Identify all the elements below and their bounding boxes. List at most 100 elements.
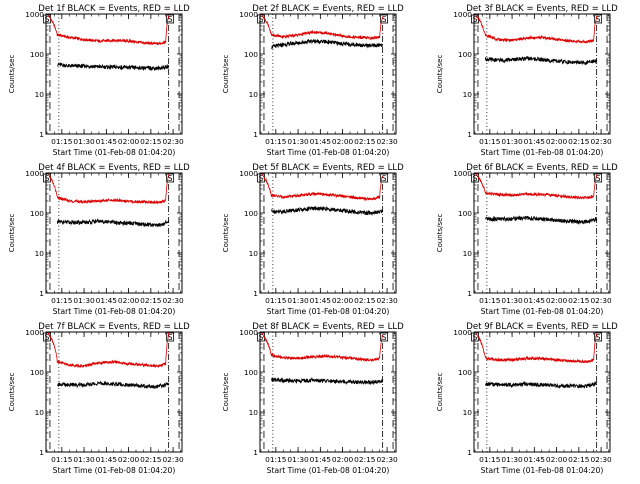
x-axis-label: Start Time (01-Feb-08 01:04:20) xyxy=(267,307,390,316)
events-series-line xyxy=(56,218,169,228)
detector-panel: Det 1f BLACK = Events, RED = LLD Counts/s… xyxy=(8,4,190,157)
saa-marker-box xyxy=(380,332,389,342)
saa-marker-label: S xyxy=(168,333,173,342)
x-tick-label: 01:15 xyxy=(265,296,287,305)
x-tick-label: 01:15 xyxy=(265,137,287,146)
saa-marker-label: S xyxy=(473,174,478,183)
panel-title: Det 4f BLACK = Events, RED = LLD xyxy=(38,163,190,173)
events-series-line xyxy=(484,56,598,66)
panel-title: Det 5f BLACK = Events, RED = LLD xyxy=(252,163,404,173)
lld-series-line xyxy=(476,15,598,44)
x-tick-label: 02:00 xyxy=(118,296,140,305)
x-tick-label: 01:45 xyxy=(524,455,546,464)
saa-marker-label: S xyxy=(473,333,478,342)
x-tick-label: 01:30 xyxy=(287,137,309,146)
x-tick-label: 02:00 xyxy=(546,296,568,305)
x-tick-label: 02:15 xyxy=(354,455,376,464)
y-tick-label: 10 xyxy=(35,408,45,417)
saa-marker-label: S xyxy=(596,174,601,183)
events-series-line xyxy=(57,380,170,390)
x-tick-label: 01:15 xyxy=(51,296,73,305)
plot-frame xyxy=(45,331,183,453)
detector-panel: Det 8f BLACK = Events, RED = LLD Counts/s… xyxy=(222,322,404,475)
y-axis-label: Counts/sec xyxy=(436,55,444,94)
lld-series-line xyxy=(262,15,384,41)
y-tick-label: 1 xyxy=(253,448,258,457)
x-tick-label: 01:30 xyxy=(73,455,95,464)
x-axis-label: Start Time (01-Feb-08 01:04:20) xyxy=(481,307,604,316)
x-tick-label: 01:30 xyxy=(501,137,523,146)
y-tick-label: 100 xyxy=(458,209,472,218)
x-tick-label: 02:15 xyxy=(568,296,590,305)
x-tick-label: 02:00 xyxy=(118,455,140,464)
y-tick-label: 100 xyxy=(458,50,472,59)
y-axis-label: Counts/sec xyxy=(8,214,16,253)
plot-frame xyxy=(45,172,183,294)
saa-marker-box xyxy=(594,173,603,183)
y-tick-label: 100 xyxy=(30,368,44,377)
y-tick-label: 100 xyxy=(244,50,258,59)
saa-marker-label: S xyxy=(382,333,387,342)
y-tick-label: 1000 xyxy=(25,10,44,19)
saa-marker-box xyxy=(380,173,389,183)
saa-marker-label: S xyxy=(596,333,601,342)
y-tick-label: 1 xyxy=(39,289,44,298)
y-tick-label: 1 xyxy=(39,448,44,457)
events-series-line xyxy=(485,380,598,389)
x-axis-label: Start Time (01-Feb-08 01:04:20) xyxy=(53,148,176,157)
y-tick-label: 1 xyxy=(467,448,472,457)
saa-marker-label: S xyxy=(45,15,50,24)
y-tick-label: 1 xyxy=(253,130,258,139)
y-tick-label: 100 xyxy=(30,209,44,218)
x-tick-label: 02:15 xyxy=(140,296,162,305)
x-axis-label: Start Time (01-Feb-08 01:04:20) xyxy=(267,466,390,475)
detector-panel: Det 5f BLACK = Events, RED = LLD Counts/s… xyxy=(222,163,404,316)
x-tick-label: 02:30 xyxy=(376,137,398,146)
y-tick-label: 100 xyxy=(30,50,44,59)
x-tick-label: 01:15 xyxy=(51,137,73,146)
y-axis-label: Counts/sec xyxy=(8,55,16,94)
y-tick-label: 100 xyxy=(244,209,258,218)
x-tick-label: 02:15 xyxy=(140,137,162,146)
panel-title: Det 9f BLACK = Events, RED = LLD xyxy=(466,322,618,332)
y-tick-label: 10 xyxy=(249,408,259,417)
y-tick-label: 1000 xyxy=(25,328,44,337)
lld-series-line xyxy=(476,173,598,200)
panel-title: Det 6f BLACK = Events, RED = LLD xyxy=(466,163,618,173)
x-tick-label: 02:30 xyxy=(590,137,612,146)
y-tick-label: 10 xyxy=(249,249,259,258)
y-tick-label: 1 xyxy=(253,289,258,298)
x-axis-label: Start Time (01-Feb-08 01:04:20) xyxy=(481,466,604,475)
saa-marker-box xyxy=(594,332,603,342)
y-axis-label: Counts/sec xyxy=(436,214,444,253)
y-tick-label: 1000 xyxy=(239,328,258,337)
y-tick-label: 1000 xyxy=(239,10,258,19)
saa-marker-label: S xyxy=(168,15,173,24)
y-tick-label: 10 xyxy=(463,249,473,258)
x-tick-label: 01:30 xyxy=(287,455,309,464)
x-axis-label: Start Time (01-Feb-08 01:04:20) xyxy=(53,307,176,316)
saa-marker-box xyxy=(166,173,175,183)
lld-series-line xyxy=(262,333,383,363)
y-tick-label: 10 xyxy=(249,90,259,99)
saa-marker-label: S xyxy=(382,15,387,24)
saa-marker-box xyxy=(166,332,175,342)
detector-panel: Det 3f BLACK = Events, RED = LLD Counts/s… xyxy=(436,4,618,157)
saa-marker-label: S xyxy=(382,174,387,183)
x-tick-label: 02:15 xyxy=(568,455,590,464)
x-tick-label: 02:30 xyxy=(162,455,184,464)
saa-marker-label: S xyxy=(259,15,264,24)
y-tick-label: 10 xyxy=(35,90,45,99)
saa-marker-box xyxy=(594,14,603,24)
x-tick-label: 02:00 xyxy=(332,296,354,305)
plot-frame xyxy=(473,172,611,294)
saa-marker-label: S xyxy=(259,333,264,342)
saa-marker-label: S xyxy=(259,174,264,183)
y-axis-label: Counts/sec xyxy=(222,214,230,253)
detector-panel: Det 9f BLACK = Events, RED = LLD Counts/s… xyxy=(436,322,618,475)
plot-frame xyxy=(259,331,397,453)
y-tick-label: 100 xyxy=(458,368,472,377)
y-tick-label: 1000 xyxy=(453,10,472,19)
panel-title: Det 3f BLACK = Events, RED = LLD xyxy=(466,4,618,14)
